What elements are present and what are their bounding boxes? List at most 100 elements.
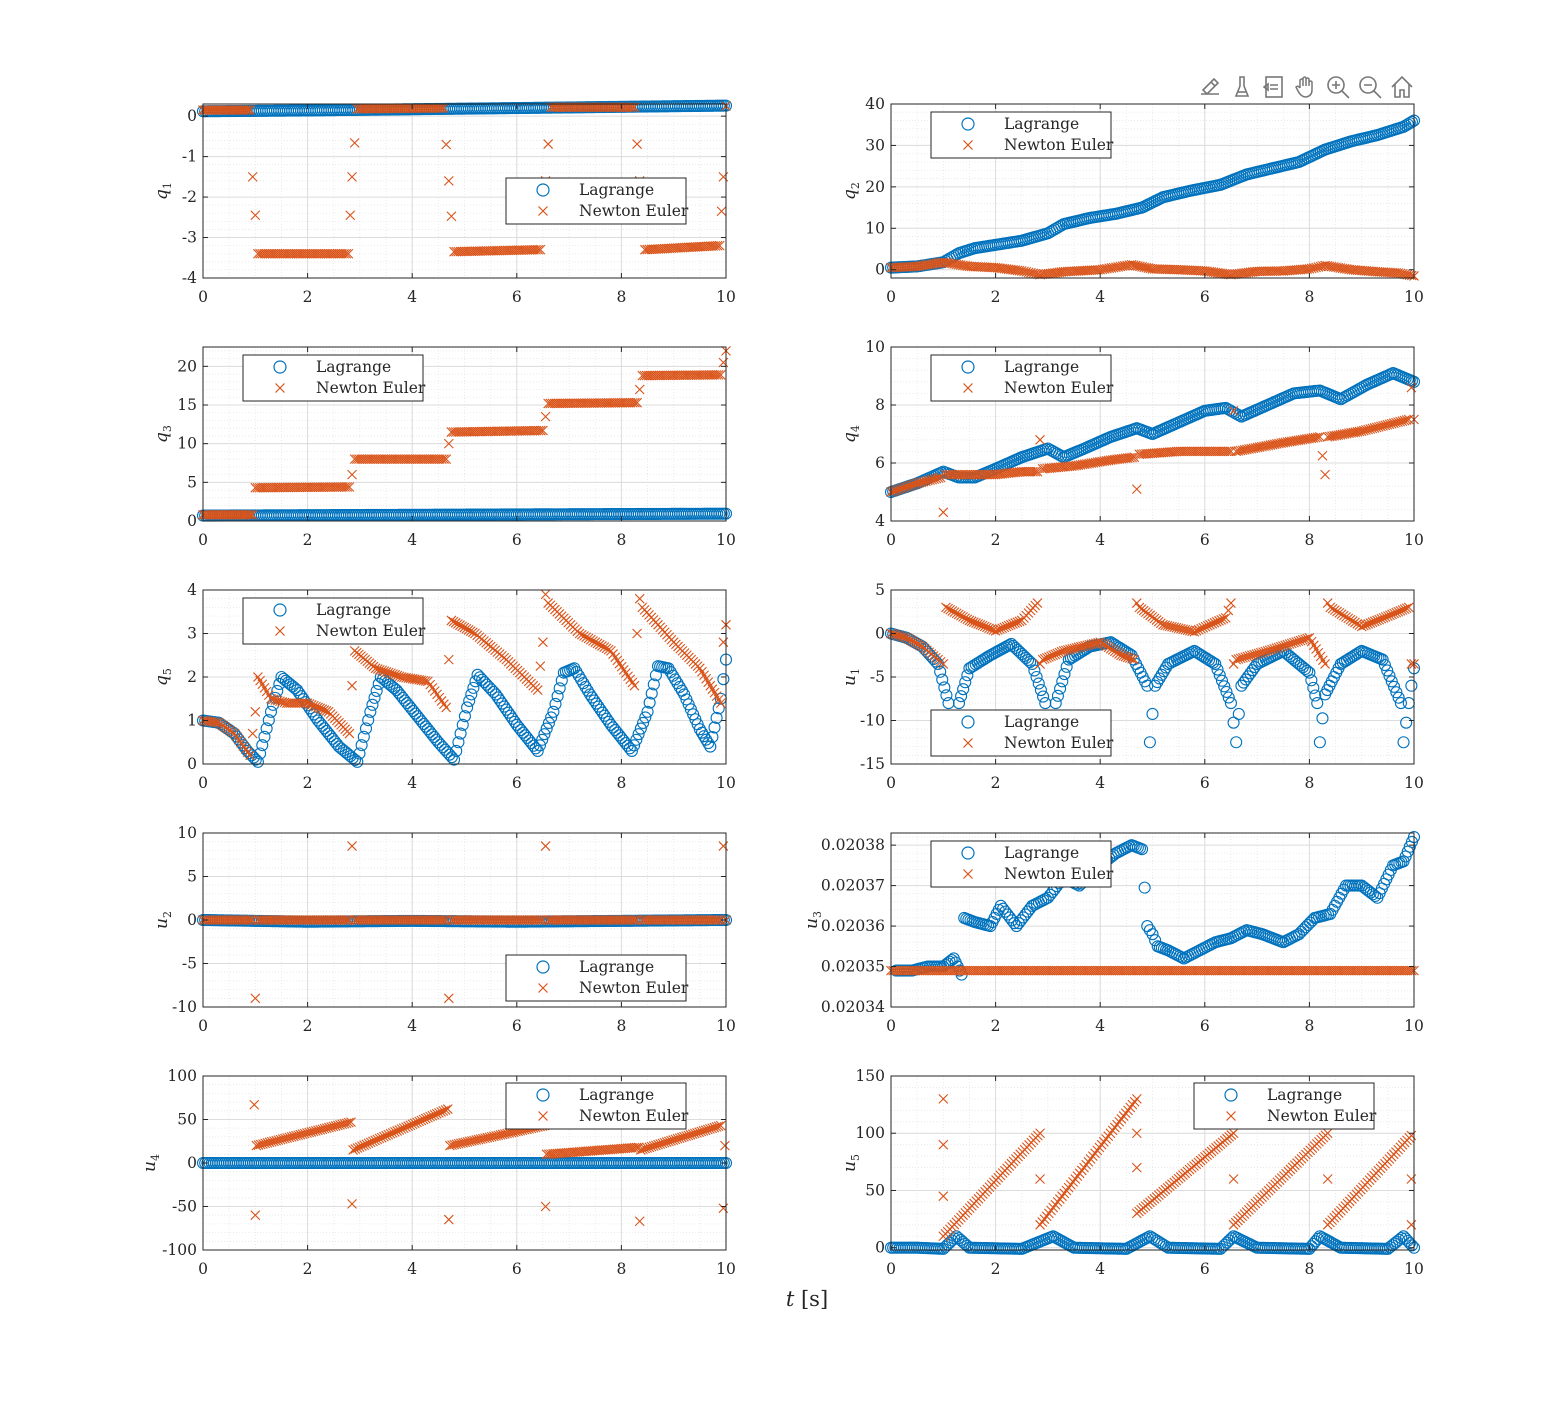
lagrange-point	[271, 684, 284, 697]
lagrange-point	[500, 703, 513, 716]
y-tick-label: -4	[182, 269, 197, 287]
legend: Lagrange Newton Euler	[242, 354, 426, 402]
pan-button[interactable]	[1292, 72, 1320, 102]
newton-euler-point	[535, 425, 546, 436]
newton-euler-point	[441, 139, 452, 150]
lagrange-point	[388, 682, 401, 695]
lagrange-point	[452, 736, 465, 749]
legend-label-lagrange: Lagrange	[1004, 713, 1079, 731]
zoom-in-button[interactable]	[1324, 72, 1352, 102]
lagrange-point	[702, 737, 715, 750]
newton-euler-point	[612, 655, 623, 666]
x-tick-label: 10	[1404, 774, 1424, 792]
home-button[interactable]	[1388, 72, 1416, 102]
brush-button[interactable]	[1228, 72, 1256, 102]
x-tick-label: 6	[1200, 1017, 1210, 1035]
newton-euler-point	[347, 469, 357, 480]
y-tick-label: 6	[875, 454, 885, 472]
y-axis-var: q	[840, 432, 860, 443]
y-tick-label: 0.02037	[821, 877, 885, 895]
lagrange-point	[1392, 691, 1405, 704]
newton-euler-point	[1127, 653, 1137, 664]
lagrange-point	[540, 722, 553, 735]
lagrange-point	[961, 669, 974, 682]
zoom-in-icon	[1327, 76, 1350, 99]
zoom-out-button[interactable]	[1356, 72, 1384, 102]
newton-euler-point	[576, 629, 587, 640]
lagrange-point	[1239, 673, 1252, 686]
lagrange-point	[1295, 925, 1308, 938]
newton-euler-point	[621, 668, 631, 678]
lagrange-point	[502, 706, 515, 719]
y-tick-label: 5	[187, 473, 197, 491]
legend-box	[242, 597, 424, 645]
lagrange-point	[1297, 923, 1310, 936]
newton-euler-point	[712, 240, 723, 251]
x-tick-label: 6	[512, 1017, 522, 1035]
newton-euler-point	[718, 357, 729, 368]
legend-box	[242, 354, 424, 402]
lagrange-point	[1005, 637, 1018, 650]
lagrange-point	[364, 705, 377, 718]
y-tick-label: 2	[187, 668, 197, 686]
newton-euler-point	[540, 841, 551, 851]
newton-euler-point	[245, 915, 256, 925]
newton-euler-point	[715, 698, 726, 708]
lagrange-point	[498, 700, 511, 713]
y-axis-subscript: 3	[811, 911, 824, 918]
newton-euler-point	[1095, 637, 1106, 648]
newton-euler-point	[904, 634, 914, 644]
series-lagrange	[196, 507, 733, 522]
newton-euler-point	[938, 507, 949, 518]
x-tick-label: 6	[512, 774, 522, 792]
lagrange-point	[1292, 928, 1305, 941]
legend-label-lagrange: Lagrange	[1004, 358, 1079, 376]
lagrange-point	[450, 744, 463, 758]
newton-euler-point	[342, 915, 353, 925]
x-tick-label: 8	[616, 531, 626, 549]
newton-euler-point	[614, 658, 625, 669]
lagrange-point	[241, 744, 254, 758]
lagrange-point	[480, 678, 493, 691]
lagrange-point	[1316, 712, 1329, 725]
x-tick-label: 10	[716, 1017, 736, 1035]
legend: Lagrange Newton Euler	[505, 177, 689, 225]
newton-euler-point	[245, 105, 255, 115]
lagrange-point	[1230, 736, 1243, 749]
newton-euler-point	[1223, 605, 1234, 616]
lagrange-point	[506, 712, 519, 725]
newton-euler-point	[634, 593, 645, 604]
newton-euler-point	[1093, 637, 1103, 648]
legend: Lagrange Newton Euler	[505, 954, 689, 1002]
datatip-button[interactable]	[1260, 72, 1288, 102]
legend-label-newton-euler: Newton Euler	[316, 379, 426, 397]
newton-euler-point	[344, 728, 355, 739]
lagrange-point	[1034, 683, 1047, 697]
newton-euler-point	[629, 680, 640, 691]
lagrange-point	[1149, 934, 1162, 947]
y-axis-subscript: 5	[161, 668, 174, 675]
lagrange-point	[940, 689, 953, 702]
lagrange-point	[1390, 686, 1403, 699]
x-tick-label: 8	[616, 774, 626, 792]
newton-euler-point	[599, 642, 610, 653]
legend-marker-lagrange	[273, 603, 287, 617]
export-button[interactable]	[1196, 72, 1224, 102]
lagrange-point	[634, 722, 647, 735]
legend-label-newton-euler: Newton Euler	[316, 622, 426, 640]
newton-euler-point	[535, 915, 546, 925]
newton-euler-point	[594, 639, 605, 650]
newton-euler-point	[321, 706, 332, 716]
lagrange-point	[538, 728, 551, 741]
newton-euler-point	[467, 627, 478, 638]
legend-box	[930, 111, 1112, 159]
axes-box	[890, 346, 1415, 522]
newton-euler-point	[630, 397, 640, 408]
legend-marker-lagrange	[536, 960, 550, 974]
legend-label-newton-euler: Newton Euler	[1004, 136, 1114, 154]
lagrange-point	[1153, 672, 1166, 685]
